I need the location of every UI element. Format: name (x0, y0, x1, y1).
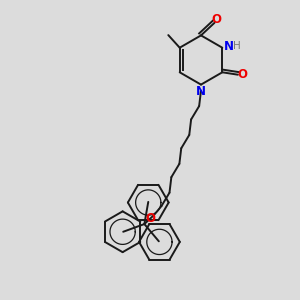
Text: O: O (237, 68, 248, 81)
Text: O: O (145, 212, 155, 226)
Text: N: N (224, 40, 234, 53)
Text: H: H (233, 41, 241, 51)
Text: N: N (195, 85, 206, 98)
Text: O: O (212, 13, 222, 26)
